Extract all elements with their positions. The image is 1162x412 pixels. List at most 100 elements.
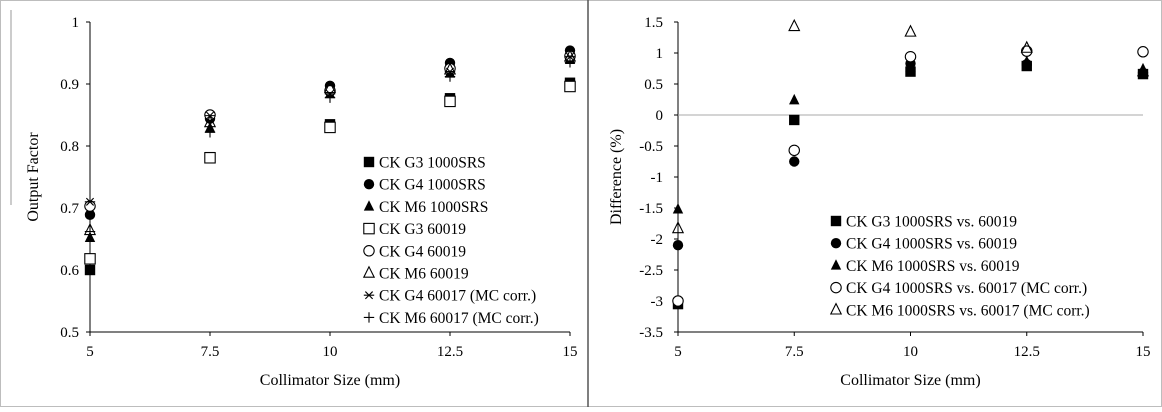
series-3	[672, 55, 1149, 214]
y-tick-label: 0.8	[60, 139, 79, 155]
series-8	[84, 57, 576, 237]
legend-label: CK G4 60019	[379, 243, 466, 260]
legend-label: CK M6 1000SRS	[379, 199, 488, 216]
x-tick-label: 7.5	[201, 344, 220, 360]
data-point	[564, 52, 576, 61]
x-tick-label: 12.5	[1014, 344, 1040, 360]
x-tick-label: 12.5	[437, 344, 463, 360]
data-point	[204, 127, 216, 138]
data-point	[84, 264, 96, 276]
y-tick-label: 1	[72, 15, 80, 31]
legend-marker	[829, 302, 843, 315]
legend-label: CK M6 1000SRS vs. 60017 (MC corr.)	[846, 302, 1090, 319]
data-point	[84, 200, 96, 212]
data-point	[904, 24, 917, 37]
data-point	[904, 50, 917, 63]
chart-difference: 1.5 1 0.5 0 -0.5 -1 -1.5 -2 -2.5 -3 -3.5 5 7.5 10 12.5…	[608, 15, 1151, 389]
data-point	[789, 114, 800, 126]
y-tick-label: 0.5	[60, 325, 79, 341]
x-tick-label: 15	[1136, 344, 1151, 360]
data-point	[789, 156, 800, 167]
legend-marker	[363, 179, 375, 190]
y-tick-label: -3.5	[639, 325, 663, 341]
y-tick-label: -1.5	[639, 201, 663, 217]
legend-marker	[830, 238, 842, 249]
legend-marker	[830, 259, 842, 270]
legend-label: CK M6 60019	[379, 266, 469, 283]
y-tick-label: 0.6	[60, 263, 79, 279]
legend-marker	[363, 200, 375, 211]
data-point	[1137, 46, 1149, 58]
data-point	[788, 18, 801, 32]
data-point	[672, 295, 684, 307]
data-point	[84, 253, 96, 265]
y-tick-label: -2	[651, 232, 664, 248]
y-tick-label: 0.9	[60, 77, 79, 93]
x-axis-label: Collimator Size (mm)	[840, 372, 980, 389]
data-point	[203, 115, 217, 128]
x-tick-label: 10	[903, 344, 918, 360]
legend-marker	[830, 215, 842, 227]
y-tick-label: -2.5	[639, 263, 663, 279]
legend-label: CK G4 60017 (MC corr.)	[379, 288, 536, 305]
x-tick-label: 7.5	[785, 344, 804, 360]
y-tick-label: 1	[656, 46, 664, 62]
data-point	[444, 95, 456, 108]
series-5	[671, 18, 1150, 234]
legend-label: CK G4 1000SRS vs. 60017 (MC corr.)	[846, 280, 1087, 297]
y-axis-label: Difference (%)	[608, 129, 625, 225]
y-tick-label: 0.5	[644, 77, 663, 93]
data-point	[84, 209, 96, 221]
legend-marker	[830, 281, 842, 294]
data-point	[672, 240, 684, 251]
y-tick-label: -0.5	[639, 139, 663, 155]
legend-label: CK M6 1000SRS vs. 60019	[846, 258, 1020, 275]
data-point	[564, 57, 576, 68]
y-tick-label: 0	[656, 108, 664, 124]
data-point	[671, 221, 685, 234]
data-point	[672, 203, 684, 214]
series-6	[83, 49, 577, 236]
y-tick-label: -1	[651, 170, 664, 186]
data-point	[564, 80, 576, 93]
x-tick-label: 15	[563, 344, 578, 360]
data-point	[204, 152, 216, 164]
legend-label: CK G3 60019	[379, 221, 466, 238]
data-point	[324, 121, 336, 134]
x-axis-label: Collimator Size (mm)	[260, 372, 400, 389]
data-point	[444, 71, 456, 82]
data-point	[204, 111, 216, 120]
legend-marker	[363, 245, 375, 257]
x-tick-label: 5	[86, 344, 94, 360]
legend-marker	[362, 265, 376, 278]
legend-label: CK G3 1000SRS vs. 60019	[846, 214, 1017, 231]
data-point	[1020, 40, 1033, 53]
data-point	[84, 226, 96, 237]
legend-label: CK G3 1000SRS	[379, 155, 486, 172]
data-point	[1020, 45, 1033, 57]
data-point	[905, 66, 916, 77]
x-tick-label: 5	[674, 344, 682, 360]
legend-marker	[363, 312, 375, 323]
series-1	[84, 77, 576, 276]
legend-marker	[363, 156, 375, 168]
legend-marker	[363, 291, 375, 300]
series-4	[672, 45, 1149, 307]
data-point	[1136, 64, 1150, 77]
legend: CK G3 1000SRS vs. 60019 CK G4 1000SRS vs.…	[829, 214, 1090, 319]
legend: CK G3 1000SRS CK G4 1000SRS CK M6 1000SRS C…	[362, 155, 539, 327]
data-point	[789, 93, 800, 105]
x-tick-label: 10	[323, 344, 338, 360]
data-point	[84, 231, 96, 242]
data-point	[324, 92, 336, 103]
y-tick-label: 0.7	[60, 201, 79, 217]
series-4	[84, 80, 576, 265]
data-point	[1021, 55, 1032, 66]
y-tick-label: 1.5	[644, 15, 663, 31]
data-point	[788, 144, 800, 157]
y-axis-label: Output Factor	[25, 132, 42, 222]
